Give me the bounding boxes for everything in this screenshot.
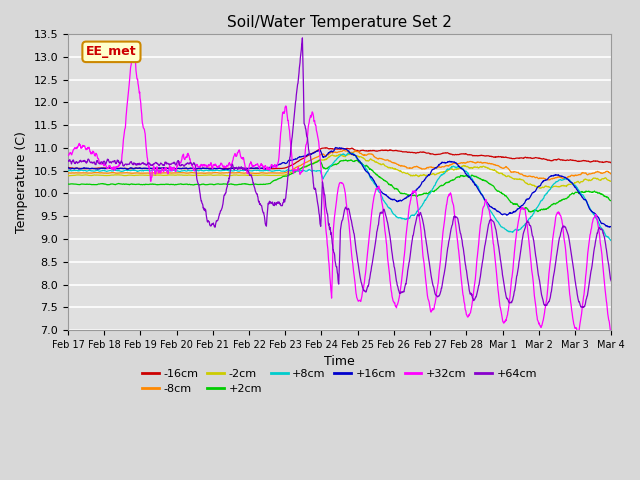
-16cm (607, 160, 615, 166)
Text: EE_met: EE_met (86, 45, 137, 59)
-8cm (573, 172, 580, 178)
Line: -8cm: -8cm (68, 150, 611, 180)
+2cm (64, 181, 72, 187)
+64cm (310, 186, 318, 192)
+16cm (607, 224, 615, 229)
+2cm (439, 182, 447, 188)
-16cm (74, 166, 82, 171)
+16cm (332, 144, 339, 150)
+16cm (161, 166, 169, 171)
-16cm (439, 150, 447, 156)
+32cm (573, 325, 580, 331)
Line: +8cm: +8cm (68, 153, 611, 240)
Line: +2cm: +2cm (68, 160, 611, 212)
-16cm (573, 158, 580, 164)
+2cm (74, 181, 82, 187)
+2cm (161, 181, 169, 187)
+16cm (605, 224, 613, 230)
+32cm (162, 165, 170, 170)
+32cm (342, 200, 350, 205)
+8cm (345, 150, 353, 156)
-8cm (342, 148, 350, 154)
-8cm (340, 147, 348, 153)
+32cm (64, 152, 72, 158)
Line: +32cm: +32cm (68, 45, 611, 335)
-8cm (607, 171, 615, 177)
+8cm (310, 168, 317, 174)
Line: -2cm: -2cm (68, 154, 611, 188)
-2cm (537, 185, 545, 191)
-16cm (269, 166, 276, 172)
+16cm (74, 166, 82, 171)
+64cm (439, 278, 447, 284)
+32cm (439, 233, 447, 239)
-2cm (310, 160, 317, 166)
-2cm (74, 172, 82, 178)
+8cm (342, 153, 349, 158)
+2cm (527, 209, 535, 215)
+8cm (573, 184, 580, 190)
+2cm (310, 161, 317, 167)
Title: Soil/Water Temperature Set 2: Soil/Water Temperature Set 2 (227, 15, 452, 30)
Y-axis label: Temperature (C): Temperature (C) (15, 131, 28, 233)
-2cm (607, 178, 615, 184)
-16cm (322, 145, 330, 151)
+32cm (74, 143, 82, 149)
+2cm (342, 157, 350, 163)
-8cm (161, 170, 169, 176)
+32cm (607, 332, 615, 338)
-16cm (161, 165, 169, 171)
Legend: -16cm, -8cm, -2cm, +2cm, +8cm, +16cm, +32cm, +64cm: -16cm, -8cm, -2cm, +2cm, +8cm, +16cm, +3… (138, 364, 541, 399)
-8cm (439, 164, 447, 169)
-8cm (64, 170, 72, 176)
+8cm (607, 238, 615, 243)
+64cm (74, 160, 82, 166)
Line: +16cm: +16cm (68, 147, 611, 227)
-2cm (342, 153, 349, 158)
+64cm (298, 35, 306, 41)
+64cm (573, 287, 580, 292)
Line: +64cm: +64cm (68, 38, 611, 307)
+8cm (74, 168, 82, 174)
+16cm (439, 160, 447, 166)
+64cm (342, 205, 350, 211)
+8cm (161, 168, 169, 173)
-16cm (64, 165, 72, 170)
Line: -16cm: -16cm (68, 148, 611, 169)
+16cm (573, 186, 580, 192)
+8cm (64, 168, 72, 174)
+16cm (310, 150, 317, 156)
X-axis label: Time: Time (324, 355, 355, 369)
+32cm (310, 119, 318, 124)
-2cm (573, 179, 580, 185)
+16cm (64, 165, 72, 170)
-8cm (74, 170, 82, 176)
+16cm (342, 146, 350, 152)
-16cm (310, 150, 318, 156)
+2cm (316, 157, 324, 163)
+8cm (439, 171, 447, 177)
+2cm (573, 190, 580, 195)
-2cm (345, 151, 353, 157)
-8cm (545, 177, 552, 183)
-16cm (342, 145, 350, 151)
-8cm (310, 156, 317, 161)
-2cm (161, 172, 169, 178)
+64cm (161, 159, 169, 165)
+64cm (579, 304, 587, 310)
-2cm (64, 173, 72, 179)
+32cm (129, 42, 137, 48)
+64cm (64, 157, 72, 163)
+2cm (607, 198, 615, 204)
-2cm (439, 169, 447, 175)
+64cm (607, 278, 615, 284)
